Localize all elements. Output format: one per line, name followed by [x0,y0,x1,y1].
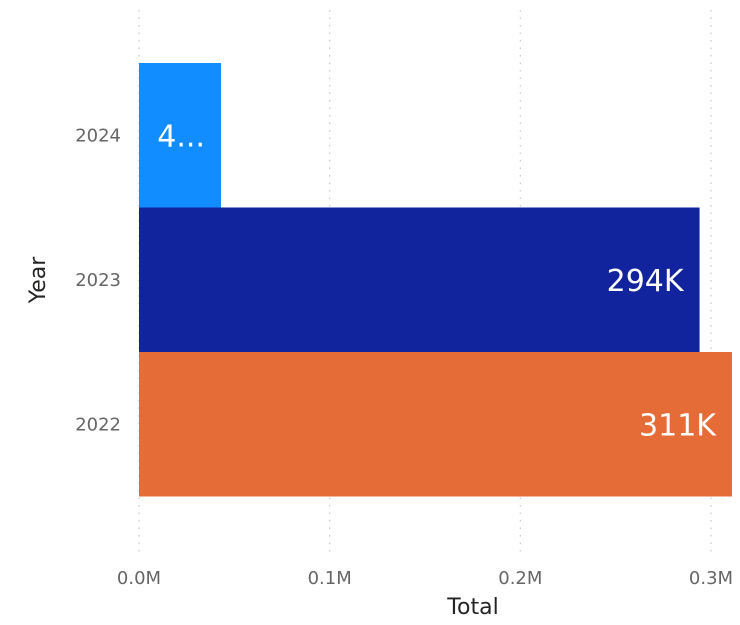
bar-2022[interactable] [139,352,732,497]
data-label-2022: 311K [639,408,717,443]
x-tick-label: 0.1M [308,568,352,589]
x-tick-label: 0.3M [689,568,733,589]
data-labels: 4... 294K 311K [157,119,717,443]
x-axis-ticks: 0.0M 0.1M 0.2M 0.3M [117,568,733,589]
bar-2023[interactable] [139,207,700,353]
bar-2024[interactable] [139,63,221,208]
x-axis-title: Total [446,595,498,620]
data-label-2024: 4... [157,119,205,154]
y-tick-label: 2024 [75,125,121,146]
data-label-2023: 294K [607,264,685,299]
y-axis-title: Year [26,256,51,305]
y-axis-ticks: 2024 2023 2022 [75,125,121,435]
y-tick-label: 2023 [75,270,121,291]
bars [139,63,732,497]
x-tick-label: 0.2M [498,568,542,589]
x-tick-label: 0.0M [117,568,161,589]
y-tick-label: 2022 [75,414,121,435]
